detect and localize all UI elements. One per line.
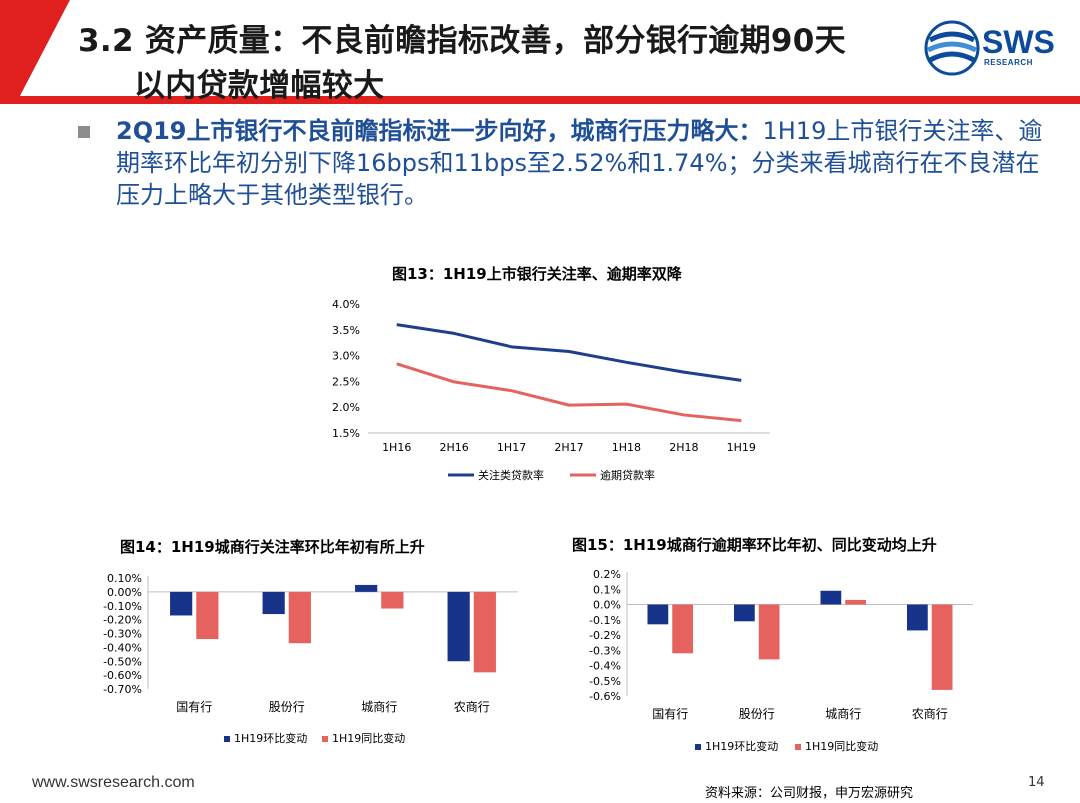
summary-body: 1H19上市银行关注率、逾期率环比年初分别下降16bps和11bps至2.52%… (116, 117, 1043, 209)
chart14-legend-swatch (224, 736, 230, 742)
summary-bold: 2Q19上市银行不良前瞻指标进一步向好，城商行压力略大： (116, 117, 763, 145)
chart14-y-tick-label: -0.30% (103, 628, 142, 641)
chart15-x-tick-label: 国有行 (652, 707, 688, 721)
chart14-y-tick-label: -0.70% (103, 683, 142, 696)
chart13-y-tick-label: 4.0% (332, 298, 360, 311)
chart15-bar-hb (906, 604, 928, 631)
chart15-y-tick-label: 0.1% (593, 583, 621, 596)
chart14-y-tick-label: 0.10% (107, 572, 142, 585)
chart15-bar-chart: 0.2% 0.1% 0.0% -0.1% -0.2% -0.3% -0.4% -0.5% -0.… (589, 568, 973, 753)
chart15-bar-tb (931, 604, 953, 690)
chart13-y-tick-label: 3.5% (332, 324, 360, 337)
chart14-y-tick-label: -0.50% (103, 655, 142, 668)
chart14-bar-tb (288, 591, 311, 644)
chart14-bar-chart: 0.10%0.00%-0.10%-0.20%-0.30%-0.40%-0.50%… (103, 572, 518, 745)
chart14-x-tick-label: 农商行 (454, 699, 490, 714)
chart13-x-tick-label: 1H18 (612, 441, 641, 454)
chart15-y-tick-label: -0.5% (589, 675, 621, 688)
chart15-bar-hb (820, 590, 842, 605)
header-banner (0, 0, 1080, 104)
chart14-title: 图14：1H19城商行关注率环比年初有所上升 (120, 538, 425, 556)
chart15-y-tick-label: -0.3% (589, 644, 621, 657)
chart15-legend-swatch (795, 744, 801, 750)
chart13-y-tick-label: 3.0% (332, 350, 360, 363)
chart15-bar-hb (647, 604, 669, 625)
logo-subtext: RESEARCH (984, 58, 1033, 67)
chart15-y-tick-label: -0.4% (589, 660, 621, 673)
chart14-y-tick-label: -0.20% (103, 614, 142, 627)
chart15-title: 图15：1H19城商行逾期率环比年初、同比变动均上升 (572, 536, 937, 554)
chart13-x-tick-label: 2H17 (554, 441, 583, 454)
chart14-y-tick-label: -0.40% (103, 641, 142, 654)
chart14-bar-tb (196, 591, 219, 640)
chart14-legend-swatch (322, 736, 328, 742)
chart13-legend-label: 逾期贷款率 (600, 468, 655, 482)
chart13-line-chart: 4.0% 3.5% 3.0% 2.5% 2.0% 1.5% 1H16 2H16 1H17 2H17… (332, 298, 770, 482)
chart13-series-line-1 (396, 323, 742, 382)
chart15-y-tick-label: -0.1% (589, 614, 621, 627)
chart14-y-tick-label: 0.00% (107, 586, 142, 599)
page-number: 14 (1028, 775, 1045, 790)
footer-website-link[interactable]: www.swsresearch.com (32, 774, 195, 791)
chart14-y-tick-label: -0.60% (103, 669, 142, 682)
chart13-legend-label: 关注类贷款率 (478, 468, 544, 482)
chart14-legend-label: 1H19环比变动 (234, 731, 307, 745)
chart15-legend-swatch (695, 744, 701, 750)
page-title-line-2: 以内贷款增幅较大 (134, 68, 385, 104)
chart14-bar-hb (355, 584, 378, 592)
chart15-legend-label: 1H19同比变动 (805, 739, 878, 753)
logo-wordmark: SWS (982, 24, 1055, 60)
chart15-y-tick-label: 0.0% (593, 599, 621, 612)
chart15-y-tick-label: 0.2% (593, 568, 621, 581)
chart15-bar-tb (758, 604, 780, 660)
chart14-x-tick-label: 股份行 (269, 700, 305, 714)
chart15-bar-tb (672, 604, 694, 654)
chart15-legend-label: 1H19环比变动 (705, 739, 778, 753)
chart14-x-tick-label: 城商行 (361, 699, 397, 714)
chart14-legend-label: 1H19同比变动 (332, 731, 405, 745)
chart13-x-tick-label: 1H16 (382, 441, 411, 454)
summary-paragraph: 2Q19上市银行不良前瞻指标进一步向好，城商行压力略大：1H19上市银行关注率、… (116, 115, 1046, 211)
chart15-bar-hb (733, 604, 755, 622)
chart14-bar-tb (381, 591, 404, 609)
chart13-y-tick-label: 2.5% (332, 375, 360, 388)
chart14-bar-hb (262, 591, 285, 615)
chart13-x-tick-label: 1H17 (497, 441, 526, 454)
chart15-bar-tb (845, 599, 867, 605)
chart13-y-tick-label: 1.5% (332, 427, 360, 440)
chart13-title: 图13：1H19上市银行关注率、逾期率双降 (392, 265, 682, 283)
chart15-y-tick-label: -0.6% (589, 690, 621, 703)
chart14-x-tick-label: 国有行 (176, 700, 212, 714)
chart14-bar-hb (170, 591, 193, 616)
sws-logo-icon (924, 20, 980, 76)
chart14-bar-tb (473, 591, 496, 673)
chart15-x-tick-label: 股份行 (739, 707, 775, 721)
chart15-y-tick-label: -0.2% (589, 629, 621, 642)
page-title-line-1: 3.2 资产质量：不良前瞻指标改善，部分银行逾期90天 (78, 23, 846, 59)
chart15-x-tick-label: 农商行 (912, 706, 948, 721)
chart13-x-tick-label: 2H16 (440, 441, 469, 454)
chart15-x-tick-label: 城商行 (825, 706, 861, 721)
chart14-bar-hb (447, 591, 470, 662)
chart13-x-tick-label: 1H19 (727, 441, 756, 454)
footer-source: 资料来源：公司财报，申万宏源研究 (705, 786, 914, 801)
chart13-x-tick-label: 2H18 (669, 441, 698, 454)
bullet-square-icon (78, 126, 90, 138)
chart13-y-tick-label: 2.0% (332, 401, 360, 414)
chart14-y-tick-label: -0.10% (103, 600, 142, 613)
